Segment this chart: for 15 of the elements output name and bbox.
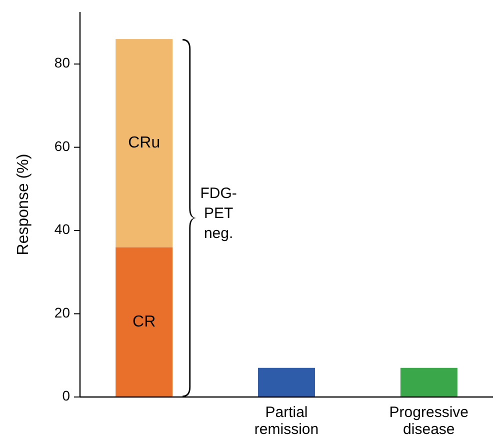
y-tick-label: 40	[54, 221, 70, 238]
annotation: FDG-PET neg.	[200, 185, 237, 242]
bar	[116, 39, 173, 248]
y-tick-label: 60	[54, 138, 70, 154]
series-label: CRu	[128, 134, 160, 152]
y-axis-title: Response (%)	[15, 154, 32, 256]
bar	[258, 368, 315, 397]
bar	[400, 368, 458, 397]
bar	[116, 247, 173, 397]
y-tick-label: 20	[54, 304, 70, 320]
x-tick-label: Progressive disease	[389, 404, 469, 438]
x-tick-label: Partial remission	[254, 404, 319, 438]
y-tick-label: 80	[54, 54, 70, 71]
y-tick-label: 0	[62, 388, 70, 404]
series-label: CR	[132, 313, 156, 330]
